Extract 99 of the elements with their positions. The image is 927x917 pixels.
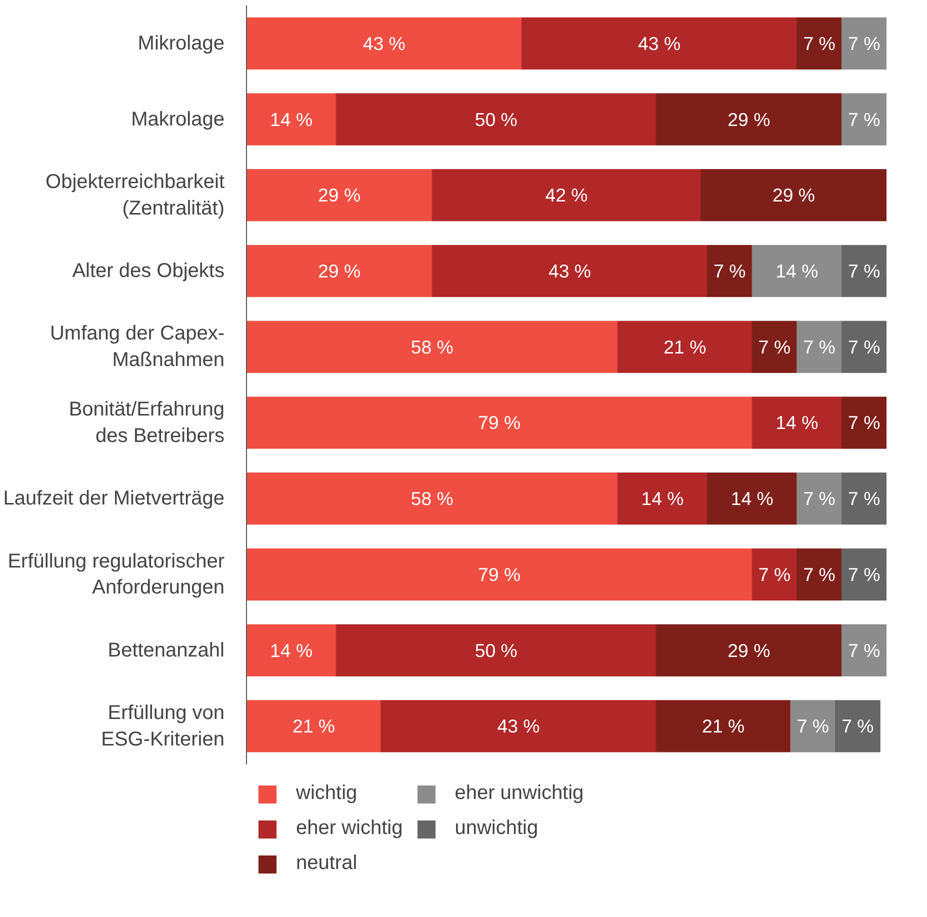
bar xyxy=(656,624,842,676)
bar xyxy=(246,169,432,222)
data-label: 43 % xyxy=(362,32,406,54)
bar xyxy=(707,472,798,525)
bar xyxy=(432,244,708,298)
data-label: 21 % xyxy=(292,716,335,737)
bar xyxy=(246,244,432,298)
y-tick-label: Bettenanzahl xyxy=(108,639,225,662)
bar xyxy=(617,320,752,373)
bar xyxy=(841,244,886,298)
data-label: 58 % xyxy=(410,336,454,358)
y-tick-label: Makrolage xyxy=(131,108,225,130)
bar xyxy=(336,93,656,146)
data-label: 7 % xyxy=(848,640,880,661)
bar xyxy=(246,472,618,525)
bar xyxy=(246,624,336,676)
bar xyxy=(835,700,880,752)
bar xyxy=(790,700,836,752)
y-tick-label: Alter des Objekts xyxy=(72,260,225,282)
data-label: 7 % xyxy=(714,260,746,282)
y-tick-label: Laufzeit der Mietverträge xyxy=(3,488,225,510)
y-tick-label: Objekterreichbarkeit (Zentralität) xyxy=(46,170,225,220)
legend-label: unwichtig xyxy=(454,817,538,840)
legend-label: neutral xyxy=(296,852,358,875)
bar xyxy=(246,700,382,752)
bar xyxy=(246,320,618,373)
data-label: 29 % xyxy=(728,640,770,661)
data-label: 7 % xyxy=(803,32,836,54)
bar xyxy=(752,396,842,449)
data-label: 7 % xyxy=(848,488,880,510)
data-label: 21 % xyxy=(702,716,745,737)
bar xyxy=(841,17,886,70)
bar xyxy=(841,320,886,373)
bar xyxy=(336,624,656,676)
bar xyxy=(752,548,798,601)
data-label: 14 % xyxy=(641,488,684,510)
bar xyxy=(841,548,886,601)
data-label: 7 % xyxy=(796,716,829,737)
bar xyxy=(796,548,842,601)
y-tick-label: Bonität/Erfahrung des Betreibers xyxy=(68,398,225,447)
bar xyxy=(656,93,842,146)
data-label: 29 % xyxy=(318,260,361,282)
data-label: 7 % xyxy=(848,336,880,358)
data-label: 7 % xyxy=(803,336,836,358)
legend-label: wichtig xyxy=(296,782,358,805)
data-label: 14 % xyxy=(730,488,774,510)
bar xyxy=(796,472,842,525)
data-label: 29 % xyxy=(728,108,770,130)
data-label: 7 % xyxy=(848,108,880,130)
legend-label: eher unwichtig xyxy=(454,782,584,805)
data-label: 43 % xyxy=(638,32,681,54)
bar xyxy=(796,17,842,70)
data-label: 7 % xyxy=(848,564,880,585)
bar xyxy=(841,624,886,676)
y-tick-label: Umfang der Capex- Maßnahmen xyxy=(50,322,225,372)
bar xyxy=(752,320,798,373)
bar xyxy=(752,244,842,298)
bar xyxy=(841,93,886,146)
data-label: 43 % xyxy=(548,260,591,282)
bar xyxy=(841,472,886,525)
bar xyxy=(246,93,336,146)
data-label: 79 % xyxy=(478,412,521,434)
data-label: 79 % xyxy=(478,564,521,585)
data-label: 7 % xyxy=(848,32,880,54)
data-label: 21 % xyxy=(664,336,706,358)
bar xyxy=(432,169,702,222)
data-label: 50 % xyxy=(474,640,518,661)
bar xyxy=(380,700,656,752)
data-label: 14 % xyxy=(270,108,313,130)
bar xyxy=(246,17,522,70)
bar xyxy=(796,320,842,373)
legend-label: eher wichtig xyxy=(296,817,403,840)
data-label: 14 % xyxy=(776,260,818,282)
data-label: 43 % xyxy=(497,716,540,737)
bar xyxy=(700,169,886,222)
bar xyxy=(246,548,752,601)
data-label: 50 % xyxy=(474,108,518,130)
bar xyxy=(841,396,886,449)
y-tick-label: Erfüllung von ESG-Kriterien xyxy=(101,702,225,750)
data-label: 42 % xyxy=(545,184,588,206)
y-tick-label: Mikrolage xyxy=(138,32,225,54)
bar xyxy=(521,17,798,70)
bar xyxy=(707,244,752,298)
bar xyxy=(246,396,752,449)
data-label: 58 % xyxy=(410,488,454,510)
y-tick-label: Erfüllung regulatorischer Anforderungen xyxy=(8,550,225,599)
data-label: 7 % xyxy=(758,336,791,358)
data-label: 7 % xyxy=(848,260,880,282)
data-label: 14 % xyxy=(776,412,818,434)
data-label: 7 % xyxy=(758,564,791,585)
bar xyxy=(617,472,708,525)
bar xyxy=(656,700,791,752)
data-label: 7 % xyxy=(842,716,874,737)
data-label: 7 % xyxy=(803,564,836,585)
data-label: 7 % xyxy=(803,488,836,510)
data-label: 29 % xyxy=(318,184,361,206)
data-label: 29 % xyxy=(772,184,815,206)
data-label: 14 % xyxy=(270,640,313,661)
data-label: 7 % xyxy=(848,412,880,434)
